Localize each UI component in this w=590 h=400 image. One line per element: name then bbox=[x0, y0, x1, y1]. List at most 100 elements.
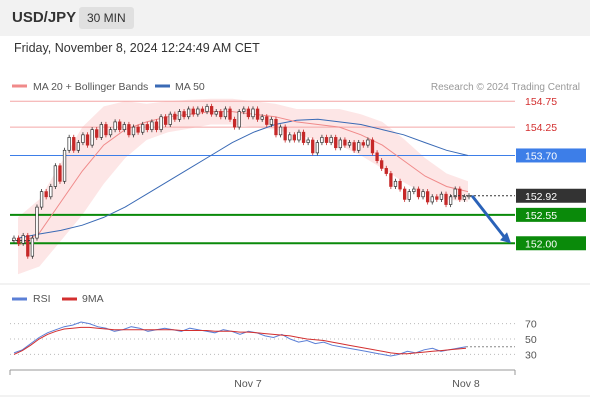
candle bbox=[237, 111, 241, 128]
candle bbox=[182, 111, 186, 118]
candle bbox=[168, 113, 172, 125]
candle bbox=[398, 180, 402, 190]
candle bbox=[246, 108, 251, 118]
candle bbox=[164, 116, 168, 125]
candle bbox=[430, 196, 434, 203]
candle bbox=[435, 196, 439, 200]
candle bbox=[297, 131, 301, 141]
forecast-arrow bbox=[470, 194, 508, 241]
level-label-153.70: 153.70 bbox=[525, 150, 557, 162]
level-label-154.25: 154.25 bbox=[525, 122, 557, 134]
candle bbox=[334, 137, 338, 149]
candle bbox=[375, 152, 379, 161]
rsi-legend-label: RSI bbox=[33, 293, 51, 305]
candle bbox=[347, 142, 352, 146]
candle bbox=[315, 142, 319, 154]
candle bbox=[30, 237, 35, 257]
last-price-tag bbox=[516, 188, 586, 203]
candle bbox=[85, 134, 90, 146]
candle bbox=[95, 129, 99, 138]
candle bbox=[458, 188, 462, 200]
candle bbox=[439, 193, 444, 200]
candle bbox=[320, 137, 324, 143]
candle bbox=[232, 118, 237, 128]
candle bbox=[200, 108, 205, 112]
level-label-154.75: 154.75 bbox=[525, 96, 557, 108]
ma50-legend-label: MA 50 bbox=[175, 81, 205, 93]
candle bbox=[191, 108, 195, 115]
ma50-line bbox=[17, 118, 469, 239]
candle bbox=[159, 116, 163, 130]
candle bbox=[255, 108, 260, 120]
candle bbox=[357, 142, 361, 151]
candle bbox=[122, 124, 126, 130]
candle bbox=[361, 142, 365, 146]
ma20-legend-label: MA 20 + Bollinger Bands bbox=[33, 81, 148, 93]
candle bbox=[467, 195, 471, 198]
candle bbox=[154, 121, 159, 130]
level-tag-152.55 bbox=[516, 207, 586, 222]
candle bbox=[104, 124, 108, 136]
candle bbox=[108, 129, 113, 136]
candle bbox=[416, 188, 421, 198]
candle bbox=[35, 206, 39, 239]
candle bbox=[118, 121, 122, 130]
candle bbox=[412, 188, 416, 192]
ma20-line bbox=[17, 111, 469, 247]
candle bbox=[219, 111, 223, 118]
interval-button[interactable]: 30 MIN bbox=[79, 7, 134, 29]
rsi-tick-30: 30 bbox=[525, 349, 537, 361]
candle bbox=[44, 191, 48, 198]
candle bbox=[251, 108, 255, 118]
candles-group bbox=[12, 103, 471, 259]
candle bbox=[127, 124, 131, 136]
level-label-152.55: 152.55 bbox=[525, 210, 557, 222]
chart-header: USD/JPY 30 MIN bbox=[0, 0, 590, 36]
candle bbox=[403, 188, 407, 200]
candle bbox=[311, 139, 315, 154]
symbol-label: USD/JPY bbox=[12, 9, 77, 26]
candle bbox=[99, 124, 103, 138]
candle bbox=[338, 139, 342, 149]
candle bbox=[205, 106, 209, 112]
candle bbox=[301, 131, 306, 143]
candle bbox=[370, 139, 375, 154]
candle bbox=[384, 168, 388, 174]
candle bbox=[425, 191, 430, 203]
candle bbox=[223, 108, 228, 118]
candle bbox=[196, 108, 200, 115]
candle bbox=[448, 196, 453, 205]
candle bbox=[269, 118, 274, 125]
candle bbox=[173, 113, 177, 120]
candle bbox=[113, 121, 117, 130]
candle bbox=[39, 191, 44, 208]
candle bbox=[380, 160, 384, 169]
level-tag-153.70 bbox=[516, 148, 586, 163]
candle bbox=[329, 137, 333, 143]
forecast-arrowhead bbox=[500, 232, 511, 244]
rsi-tick-70: 70 bbox=[525, 319, 537, 331]
candle bbox=[306, 139, 310, 143]
candle bbox=[288, 134, 292, 141]
credit-text: Research © 2024 Trading Central bbox=[431, 82, 580, 93]
rsi-ma-line bbox=[13, 326, 467, 355]
candle bbox=[352, 142, 356, 151]
candle bbox=[150, 121, 154, 130]
candle bbox=[62, 149, 67, 182]
candle bbox=[58, 165, 62, 182]
x-tick-nov-7: Nov 7 bbox=[234, 378, 262, 390]
timestamp: Friday, November 8, 2024 12:24:49 AM CET bbox=[14, 41, 260, 55]
candle bbox=[242, 108, 246, 112]
candle bbox=[407, 191, 411, 200]
rsi-line bbox=[13, 321, 467, 357]
candle bbox=[265, 116, 269, 125]
candle bbox=[177, 111, 182, 120]
candle bbox=[324, 137, 329, 143]
candle bbox=[260, 116, 264, 120]
level-label-152.00: 152.00 bbox=[525, 238, 557, 250]
level-tag-152.00 bbox=[516, 236, 586, 251]
candle bbox=[141, 124, 145, 133]
candle bbox=[453, 188, 457, 198]
candle bbox=[76, 142, 80, 151]
candle bbox=[90, 129, 94, 146]
